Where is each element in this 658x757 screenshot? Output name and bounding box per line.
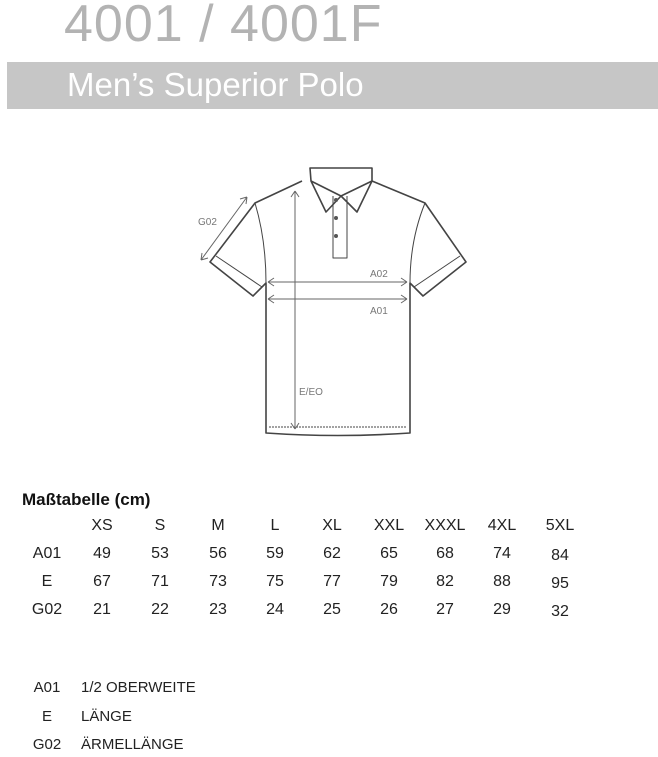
row-code: E: [41, 573, 53, 590]
table-cell: 49: [93, 545, 111, 562]
legend-code: G02: [32, 736, 62, 753]
row-code: G02: [31, 601, 63, 618]
column-header: 5XL: [545, 517, 575, 534]
column-header: L: [270, 517, 280, 534]
table-cell: 75: [266, 573, 284, 590]
column-header: XL: [322, 517, 342, 534]
table-cell: 53: [151, 545, 169, 562]
table-cell: 56: [209, 545, 227, 562]
table-cell: 59: [266, 545, 284, 562]
g02-label: G02: [198, 217, 217, 228]
a01-label: A01: [370, 306, 388, 317]
table-cell: 21: [93, 601, 111, 618]
column-header: M: [211, 517, 225, 534]
table-cell: 67: [93, 573, 111, 590]
table-cell: 84: [551, 547, 569, 564]
table-cell: 22: [151, 601, 169, 618]
table-cell: 32: [551, 603, 569, 620]
column-header: XXXL: [424, 517, 466, 534]
a02-label: A02: [370, 269, 388, 280]
table-cell: 82: [436, 573, 454, 590]
table-cell: 73: [209, 573, 227, 590]
legend-code: A01: [33, 679, 61, 696]
legend-text: 1/2 OBERWEITE: [81, 679, 196, 696]
size-table-title: Maßtabelle (cm): [22, 490, 151, 509]
legend-text: LÄNGE: [81, 707, 132, 725]
table-cell: 25: [323, 601, 341, 618]
row-code: A01: [32, 545, 62, 562]
table-cell: 24: [266, 601, 284, 618]
table-cell: 79: [380, 573, 398, 590]
table-cell: 74: [493, 545, 511, 562]
table-cell: 26: [380, 601, 398, 618]
table-cell: 65: [380, 545, 398, 562]
column-header: S: [154, 517, 166, 534]
product-number: 4001 / 4001F: [64, 0, 383, 53]
legend-code: E: [41, 707, 52, 725]
table-cell: 27: [436, 601, 454, 618]
table-cell: 77: [323, 573, 341, 590]
product-name-bar: Men’s Superior Polo: [7, 62, 658, 109]
table-cell: 23: [209, 601, 227, 618]
column-header: XXL: [373, 517, 405, 534]
product-name: Men’s Superior Polo: [67, 66, 364, 103]
length-label: E/EO: [299, 387, 323, 398]
table-cell: 88: [493, 573, 511, 590]
column-header: 4XL: [487, 517, 517, 534]
table-cell: 29: [493, 601, 511, 618]
table-cell: 71: [151, 573, 169, 590]
table-cell: 62: [323, 545, 341, 562]
table-cell: 68: [436, 545, 454, 562]
table-cell: 95: [551, 575, 569, 592]
legend-text: ÄRMELLÄNGE: [81, 736, 184, 753]
column-header: XS: [91, 517, 113, 534]
